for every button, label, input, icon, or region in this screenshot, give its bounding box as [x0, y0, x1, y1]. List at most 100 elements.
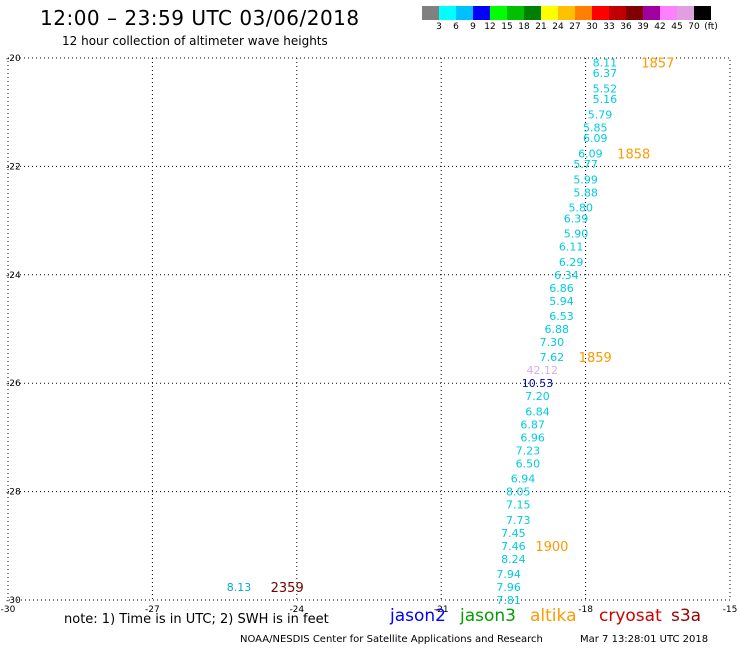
legend-swatch	[524, 6, 541, 20]
pass-time-label: 1859	[579, 351, 612, 366]
legend-swatch	[592, 6, 609, 20]
mission-jason3: jason3	[460, 606, 516, 626]
wave-height-point: 5.79	[588, 108, 613, 121]
legend-label: 9	[470, 22, 476, 32]
mission-jason2: jason2	[390, 606, 446, 626]
lat-tick-label: -28	[6, 488, 21, 498]
legend-swatch	[694, 6, 711, 20]
pass-time-label: 2359	[271, 581, 304, 596]
wave-height-point: 7.20	[525, 390, 550, 403]
legend-swatch	[439, 6, 456, 20]
legend-label: 42	[654, 22, 666, 32]
wave-height-point: 8.11	[593, 56, 618, 69]
legend-swatch	[558, 6, 575, 20]
lon-tick-label: -27	[145, 605, 160, 615]
lat-tick-label: -26	[6, 379, 21, 389]
legend-swatch	[507, 6, 524, 20]
wave-height-point: 6.88	[544, 323, 569, 336]
wave-height-point: 6.29	[559, 256, 584, 269]
legend-label: 15	[501, 22, 513, 32]
lat-tick-label: -20	[6, 54, 21, 64]
wave-height-point: 7.81	[496, 594, 521, 607]
legend-label: 12	[484, 22, 496, 32]
pass-time-label: 1900	[535, 540, 568, 555]
wave-height-point: 7.30	[540, 336, 565, 349]
mission-altika: altika	[530, 606, 577, 626]
wave-height-point: 7.94	[496, 568, 521, 581]
wave-height-point: 5.99	[573, 173, 598, 186]
wave-height-point: 8.24	[501, 553, 526, 566]
wave-height-point: 6.37	[593, 67, 618, 80]
pass-time-label: 1857	[641, 56, 674, 71]
legend-labels: 3 6 9 12 15 18 21 24 27 30 33 36 39 42 45 70 (ft)	[422, 22, 740, 34]
wave-height-point: 6.09	[583, 132, 608, 145]
lon-tick-label: -21	[434, 605, 449, 615]
wave-height-point: 8.05	[506, 486, 531, 499]
axis-labels: -30 -27 -24 -21 -18 -15 -20 -22 -24 -26 -28 -30	[1, 54, 738, 615]
wave-height-point: 6.34	[554, 269, 579, 282]
lon-tick-label: -30	[1, 605, 16, 615]
legend-label: 45	[671, 22, 683, 32]
legend-swatch	[643, 6, 660, 20]
legend-label: 70	[688, 22, 700, 32]
lon-tick-label: -15	[723, 605, 738, 615]
mission-cryosat: cryosat	[599, 606, 662, 626]
pass-time-label: 1858	[617, 147, 650, 162]
wave-height-point: 7.15	[506, 499, 531, 512]
chart-subtitle: 12 hour collection of altimeter wave hei…	[62, 34, 328, 48]
wave-height-point: 7.62	[540, 351, 565, 364]
wave-height-point: 6.11	[559, 241, 584, 254]
wave-height-point: 6.87	[520, 418, 545, 431]
grid-lines	[7, 57, 731, 601]
legend-swatch	[422, 6, 439, 20]
wave-height-point: 6.39	[564, 212, 589, 225]
wave-height-point: 6.94	[511, 473, 536, 486]
lat-tick-label: -30	[6, 596, 21, 606]
wave-height-points: 8.116.375.525.165.795.856.096.095.775.99…	[227, 56, 617, 607]
wave-height-point: 8.13	[227, 581, 252, 594]
legend-swatch	[575, 6, 592, 20]
legend-label: 18	[518, 22, 530, 32]
legend-label: 36	[620, 22, 632, 32]
wave-height-point: 42.12	[527, 364, 559, 377]
lat-tick-label: -24	[6, 271, 21, 281]
wave-height-point: 7.45	[501, 527, 526, 540]
wave-height-point: 10.53	[522, 377, 554, 390]
wave-height-point: 5.94	[549, 295, 574, 308]
legend-swatch	[626, 6, 643, 20]
mission-s3a: s3a	[671, 606, 702, 626]
time-labels: 1857 1858 1859 1900 2359	[271, 56, 675, 596]
legend-label: 6	[453, 22, 459, 32]
legend-swatch	[456, 6, 473, 20]
wave-height-point: 5.80	[569, 202, 594, 215]
legend-swatch	[677, 6, 694, 20]
legend-label: 21	[535, 22, 547, 32]
legend-swatch	[490, 6, 507, 20]
wave-height-point: 7.73	[506, 514, 531, 527]
wave-height-point: 6.09	[578, 147, 603, 160]
legend-swatch	[660, 6, 677, 20]
lon-tick-label: -18	[578, 605, 593, 615]
chart-title: 12:00 – 23:59 UTC 03/06/2018	[40, 6, 360, 30]
legend-label: 3	[436, 22, 442, 32]
wave-height-point: 5.77	[573, 158, 598, 171]
legend-swatch	[473, 6, 490, 20]
legend-label: (ft)	[704, 22, 718, 32]
wave-height-point: 5.90	[564, 228, 589, 241]
wave-height-point: 6.53	[549, 310, 574, 323]
lon-tick-label: -24	[289, 605, 304, 615]
wave-height-point: 5.16	[593, 93, 618, 106]
wave-height-point: 6.86	[549, 282, 574, 295]
legend-label: 27	[569, 22, 581, 32]
legend-label: 33	[603, 22, 615, 32]
wave-height-point: 7.96	[496, 581, 521, 594]
wave-height-point: 6.50	[516, 457, 541, 470]
wave-height-point: 5.85	[583, 121, 608, 134]
wave-height-point: 6.84	[525, 405, 550, 418]
legend-label: 24	[552, 22, 564, 32]
footer-note: note: 1) Time is in UTC; 2) SWH is in fe…	[64, 612, 329, 627]
wave-height-point: 5.52	[593, 82, 618, 95]
wave-height-point: 5.88	[573, 186, 598, 199]
legend-swatch	[609, 6, 626, 20]
